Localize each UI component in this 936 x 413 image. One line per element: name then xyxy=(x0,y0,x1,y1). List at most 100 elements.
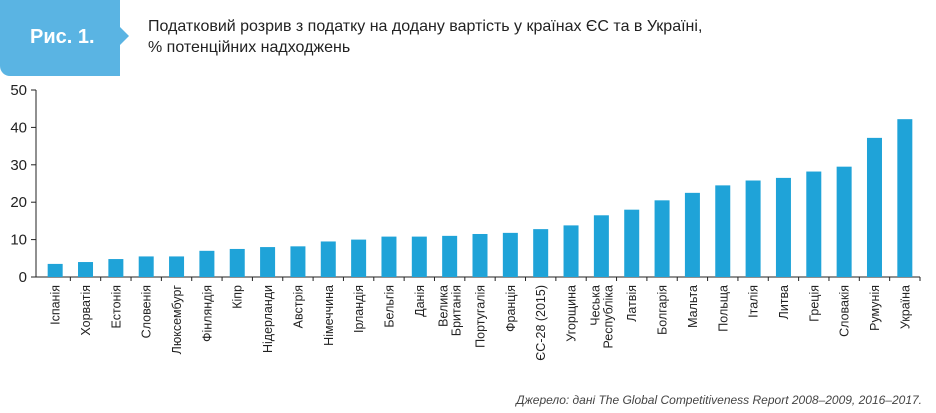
bar-chart: 0 10 20 30 40 50 Іспанія Хорватія Естонія Словені… xyxy=(10,82,921,361)
x-tick-label-group: Словенія xyxy=(140,285,154,338)
x-tick-label-group: Хорватія xyxy=(79,285,93,336)
x-tick-label-group: Італія xyxy=(747,285,761,318)
x-tick-label: Словакія xyxy=(838,285,852,337)
x-tick-label-group: Угорщина xyxy=(565,285,579,342)
x-tick-label: Словенія xyxy=(140,285,154,338)
x-tick-label: Чеська xyxy=(588,285,602,326)
bar xyxy=(290,246,306,277)
bar xyxy=(78,262,94,277)
x-tick-label-group: Мальта xyxy=(686,285,700,328)
x-tick-label-group: Литва xyxy=(777,285,791,319)
x-tick-label-group: Болгарія xyxy=(656,285,670,335)
x-tick-label-group: Велика Британія xyxy=(437,285,464,336)
bar xyxy=(836,166,852,277)
x-tick-label: Румунія xyxy=(868,285,882,331)
bar xyxy=(654,200,670,277)
bar xyxy=(715,185,731,277)
y-tick-label: 30 xyxy=(10,157,27,174)
bar xyxy=(472,233,488,277)
x-tick-label-group: Чеська Республіка xyxy=(588,285,615,349)
x-tick-label-group: Австрія xyxy=(291,285,305,328)
x-tick-label-group: Німеччина xyxy=(322,285,336,346)
x-tick-label-group: Люксембург xyxy=(170,285,184,355)
x-tick-label: Італія xyxy=(747,285,761,318)
x-tick-label: Франція xyxy=(504,285,518,332)
x-tick-label: Республіка xyxy=(601,285,615,349)
figure-title: Податковий розрив з податку на додану ва… xyxy=(148,16,848,58)
bar xyxy=(442,235,458,277)
x-tick-label-group: Кіпр xyxy=(231,285,245,309)
x-tick-label-group: Данія xyxy=(413,285,427,317)
x-tick-label: Австрія xyxy=(291,285,305,328)
x-tick-label: Велика xyxy=(437,285,451,327)
x-tick-label: Естонія xyxy=(109,285,123,328)
y-tick-label: 10 xyxy=(10,232,27,249)
x-tick-label: Мальта xyxy=(686,285,700,328)
figure-label: Рис. 1. xyxy=(30,26,95,48)
bar xyxy=(108,259,124,277)
x-tick-label: Фінляндія xyxy=(200,285,214,342)
figure-title-line1: Податковий розрив з податку на додану ва… xyxy=(148,18,703,35)
y-tick-label: 0 xyxy=(19,269,27,286)
bar xyxy=(563,225,579,277)
x-tick-label: Польща xyxy=(716,285,730,332)
x-tick-label: Бельгія xyxy=(382,285,396,328)
bar xyxy=(169,256,185,277)
bar xyxy=(199,250,215,277)
bar xyxy=(593,215,609,277)
x-tick-label-group: Португалія xyxy=(474,285,488,348)
bar xyxy=(229,248,245,277)
x-tick-label: Британія xyxy=(450,285,464,336)
x-tick-label: Угорщина xyxy=(565,285,579,342)
x-tick-label-group: Латвія xyxy=(625,285,639,322)
x-tick-label-group: Естонія xyxy=(109,285,123,328)
x-tick-label: Латвія xyxy=(625,285,639,322)
bar xyxy=(502,232,518,277)
chart-area: 0 10 20 30 40 50 Іспанія Хорватія Естонія Словені… xyxy=(0,78,936,388)
bar xyxy=(381,236,397,277)
x-tick-label: Нідерланди xyxy=(261,285,275,353)
y-tick-label: 50 xyxy=(10,82,27,99)
x-tick-label: Португалія xyxy=(474,285,488,348)
figure-title-line2: % потенційних надходжень xyxy=(148,39,351,56)
x-tick-label: Болгарія xyxy=(656,285,670,335)
x-tick-label: Україна xyxy=(898,285,912,329)
x-tick-label: Кіпр xyxy=(231,285,245,309)
x-tick-label-group: Іспанія xyxy=(49,285,63,325)
bar xyxy=(806,171,822,277)
x-tick-label: Ірландія xyxy=(352,285,366,333)
x-tick-label-group: Україна xyxy=(898,285,912,329)
bar xyxy=(775,177,791,277)
x-tick-label-group: Греція xyxy=(807,285,821,322)
bar xyxy=(47,263,63,277)
source-note: Джерело: дані The Global Competitiveness… xyxy=(516,393,922,407)
x-tick-label: Литва xyxy=(777,285,791,319)
x-tick-label-group: Нідерланди xyxy=(261,285,275,353)
x-tick-label: ЄС-28 (2015) xyxy=(534,285,548,361)
x-tick-label: Греція xyxy=(807,285,821,322)
x-tick-label-group: Румунія xyxy=(868,285,882,331)
bar xyxy=(533,229,549,277)
bar xyxy=(411,236,427,277)
x-tick-label-group: Бельгія xyxy=(382,285,396,328)
y-tick-label: 20 xyxy=(10,194,27,211)
x-tick-label: Данія xyxy=(413,285,427,317)
bar xyxy=(260,247,276,277)
figure-badge: Рис. 1. xyxy=(0,0,120,76)
bar xyxy=(866,137,882,277)
x-tick-label-group: Польща xyxy=(716,285,730,332)
bar xyxy=(351,239,367,277)
x-tick-label-group: Фінляндія xyxy=(200,285,214,342)
bar xyxy=(624,209,640,277)
bar xyxy=(684,192,700,277)
x-tick-label: Німеччина xyxy=(322,285,336,346)
bar xyxy=(745,180,761,277)
x-tick-label: Люксембург xyxy=(170,285,184,355)
x-tick-label-group: Ірландія xyxy=(352,285,366,333)
figure-badge-notch xyxy=(120,27,129,45)
bar xyxy=(320,241,336,277)
bar xyxy=(897,119,913,277)
x-tick-label: Хорватія xyxy=(79,285,93,336)
bar xyxy=(138,256,154,277)
x-tick-label-group: ЄС-28 (2015) xyxy=(534,285,548,361)
